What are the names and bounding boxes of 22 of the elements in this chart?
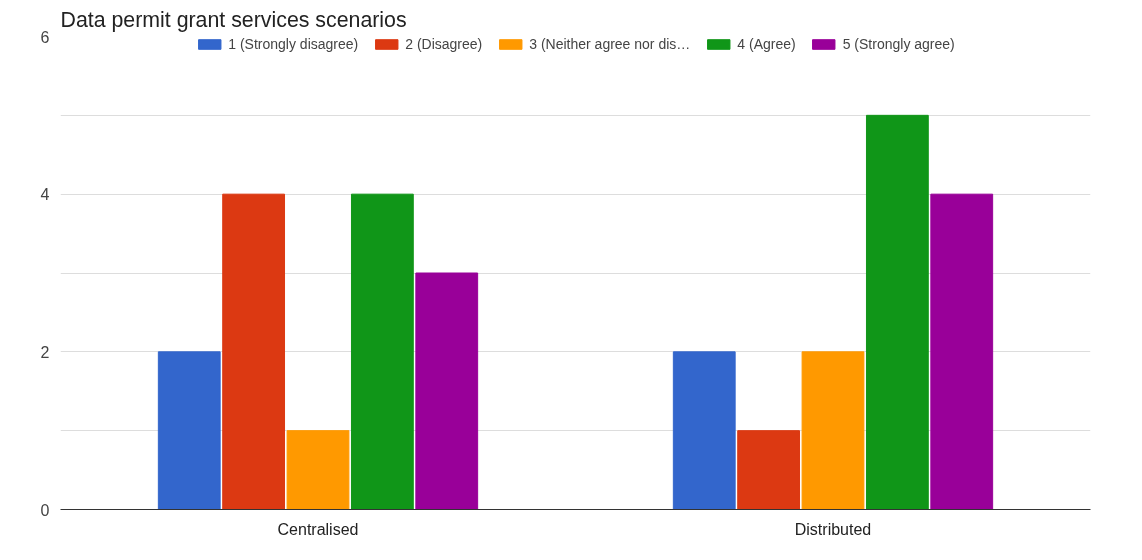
y-tick-label: 0 — [40, 501, 50, 519]
y-tick-label: 4 — [40, 186, 50, 204]
x-tick-label: Centralised — [277, 520, 359, 538]
bar — [865, 114, 929, 510]
chart-title: Data permit grant services scenarios — [60, 7, 407, 32]
legend-label: 4 (Agree) — [737, 36, 796, 52]
bar — [286, 430, 350, 510]
bar — [801, 351, 865, 510]
bar — [930, 193, 994, 510]
bar — [157, 351, 221, 510]
bar — [737, 430, 801, 510]
bar — [415, 272, 479, 510]
x-tick-label: Distributed — [794, 520, 872, 538]
bar — [350, 193, 414, 510]
bar — [672, 351, 736, 510]
legend-label: 3 (Neither agree nor dis… — [529, 36, 691, 52]
y-tick-label: 2 — [40, 343, 50, 361]
legend-label: 2 (Disagree) — [405, 36, 483, 52]
legend-label: 1 (Strongly disagree) — [228, 36, 359, 52]
y-tick-label: 6 — [40, 28, 50, 46]
bar — [222, 193, 286, 510]
legend-label: 5 (Strongly agree) — [842, 36, 955, 52]
